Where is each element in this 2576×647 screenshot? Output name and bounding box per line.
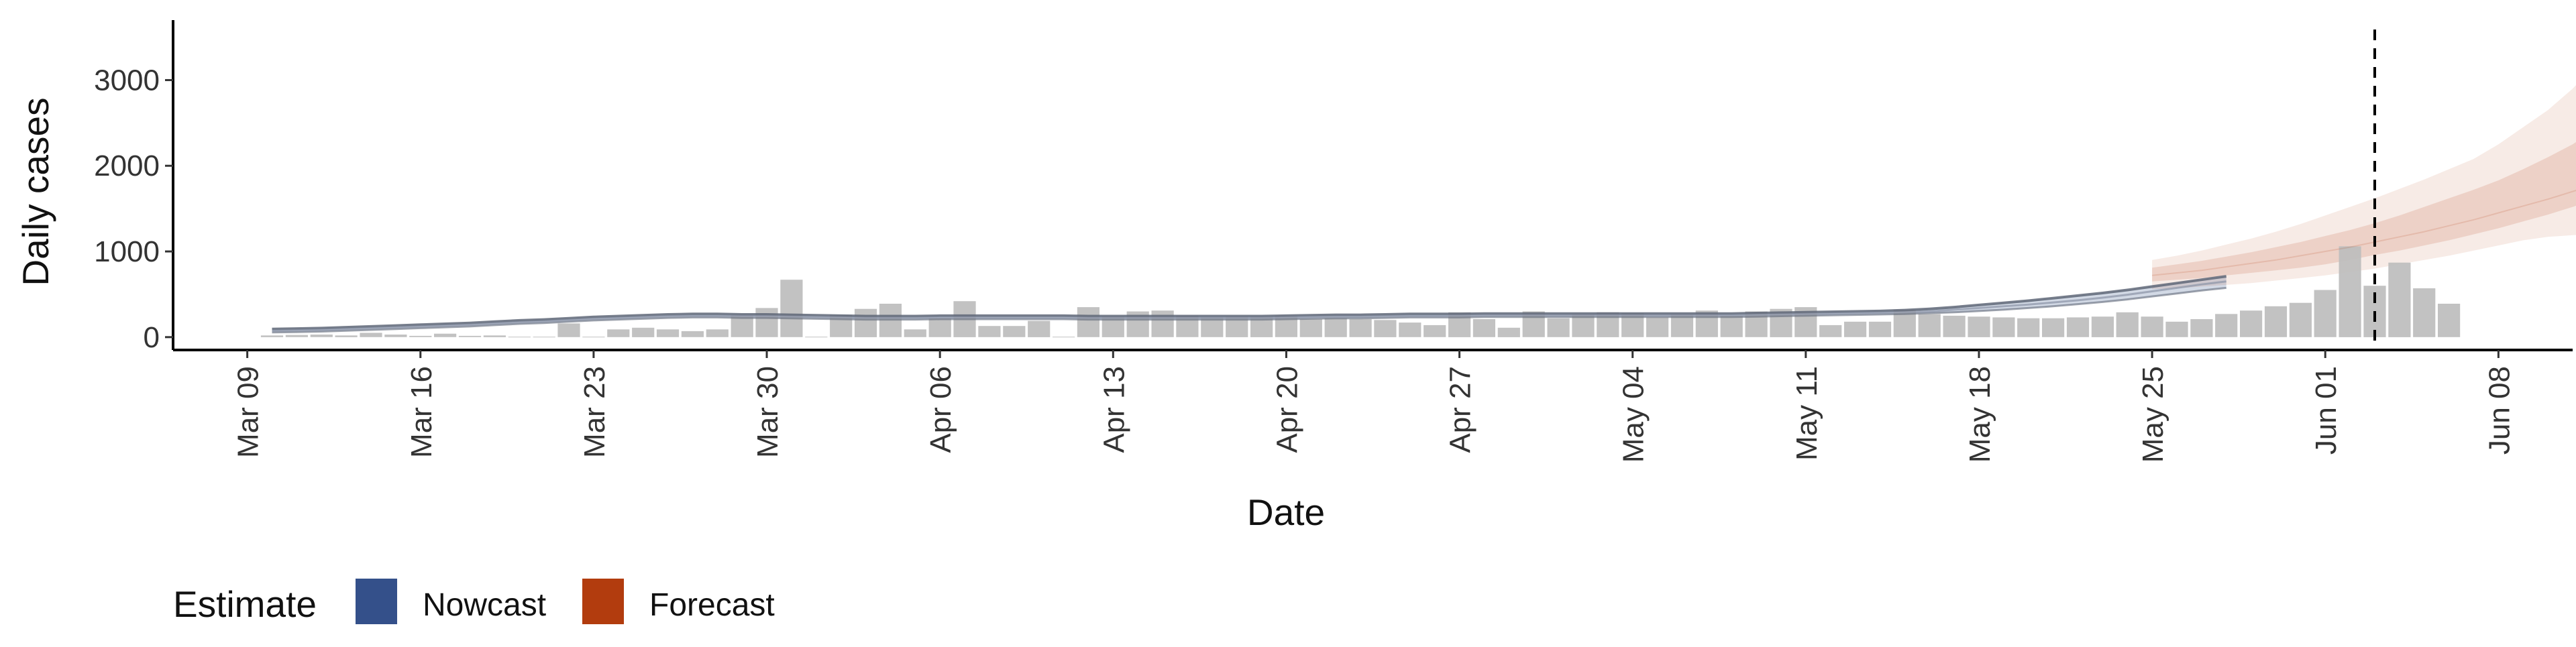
case-bar	[855, 309, 877, 337]
case-bar	[632, 328, 654, 337]
x-tick-label: Jun 08	[2483, 366, 2516, 455]
case-bar	[1968, 316, 1990, 337]
case-bar	[1350, 319, 1372, 337]
case-bar	[706, 329, 729, 337]
case-bar	[434, 334, 456, 337]
case-bar	[2141, 316, 2163, 337]
x-tick-label: May 25	[2137, 366, 2169, 463]
x-tick-label: Apr 13	[1097, 366, 1130, 453]
case-bar	[1028, 321, 1050, 337]
x-tick-label: May 04	[1617, 366, 1650, 463]
case-bar	[1077, 307, 1099, 337]
x-tick-label: May 11	[1790, 366, 1823, 461]
x-tick-label: Mar 09	[232, 366, 265, 458]
axes: 0 1000 2000 3000 Mar 09 Mar 16 Mar 23 Mar 30 Apr…	[94, 20, 2573, 463]
case-bar	[409, 336, 431, 337]
case-bar	[1152, 310, 1174, 337]
case-bar	[1844, 322, 1866, 337]
case-bar	[1943, 316, 1966, 337]
case-bar	[2265, 306, 2287, 337]
x-tick-label: Apr 20	[1271, 366, 1303, 453]
case-bar	[2413, 288, 2435, 337]
case-bar	[261, 335, 283, 337]
case-bar	[1919, 314, 1941, 337]
x-tick-label: Mar 23	[578, 366, 611, 458]
case-bar	[384, 335, 407, 337]
case-bar	[459, 336, 481, 337]
case-bar	[1325, 318, 1347, 337]
legend: Estimate Nowcast Forecast	[173, 579, 775, 625]
case-bar	[1646, 317, 1668, 337]
case-bar	[484, 335, 506, 337]
legend-swatch-forecast	[582, 579, 624, 624]
case-bar	[657, 329, 679, 337]
case-bar	[929, 318, 951, 337]
case-bar	[2388, 263, 2410, 337]
case-bar	[1992, 317, 2015, 337]
x-tick-label: Jun 01	[2310, 366, 2343, 455]
x-tick-label: Mar 16	[405, 366, 438, 458]
case-bar	[2190, 319, 2212, 337]
case-bar	[1300, 319, 1322, 337]
case-bar	[2438, 304, 2460, 337]
case-bar	[2067, 317, 2089, 337]
case-bar	[2314, 290, 2337, 337]
case-bar	[1819, 325, 1841, 337]
x-tick-label: Apr 06	[924, 366, 957, 453]
case-bar	[2092, 316, 2114, 337]
case-bar	[557, 323, 580, 337]
case-bar	[1424, 325, 1446, 337]
y-axis-title: Daily cases	[15, 97, 56, 286]
case-bar	[978, 326, 1000, 337]
x-axis-title: Date	[1247, 491, 1325, 533]
case-bar	[1473, 319, 1495, 337]
case-bar	[1498, 328, 1520, 337]
y-tick-label: 2000	[94, 150, 160, 182]
legend-title: Estimate	[173, 583, 317, 625]
legend-label-forecast: Forecast	[649, 587, 775, 623]
case-bar	[1374, 320, 1396, 337]
case-bar	[2165, 322, 2188, 337]
case-bar	[1721, 316, 1743, 337]
case-bar	[1003, 326, 1025, 337]
legend-swatch-nowcast	[356, 579, 397, 624]
case-bar	[1548, 318, 1570, 337]
case-bar	[286, 335, 308, 337]
case-bar	[2042, 318, 2064, 337]
x-tick-label: May 18	[1964, 366, 1996, 463]
case-bar	[682, 331, 704, 337]
case-bar	[311, 335, 333, 337]
case-bar	[2290, 303, 2312, 337]
case-bar	[607, 329, 629, 337]
x-tick-label: Apr 27	[1444, 366, 1477, 453]
legend-label-nowcast: Nowcast	[423, 587, 546, 623]
case-bar	[2240, 310, 2262, 337]
case-bar	[335, 335, 358, 337]
case-bar	[1869, 322, 1891, 337]
case-bar	[2116, 312, 2139, 337]
case-bar	[2339, 246, 2361, 337]
case-bar	[360, 333, 382, 337]
x-tick-label: Mar 30	[751, 366, 784, 458]
case-bar	[755, 308, 777, 337]
y-tick-label: 0	[144, 321, 160, 354]
y-tick-label: 3000	[94, 64, 160, 97]
case-bar	[2215, 314, 2237, 337]
case-bar	[780, 280, 802, 337]
uncertainty-bands	[272, 36, 2576, 333]
case-bar	[904, 329, 926, 337]
y-tick-label: 1000	[94, 235, 160, 268]
case-bar	[2017, 318, 2039, 337]
case-bar	[1399, 322, 1421, 337]
